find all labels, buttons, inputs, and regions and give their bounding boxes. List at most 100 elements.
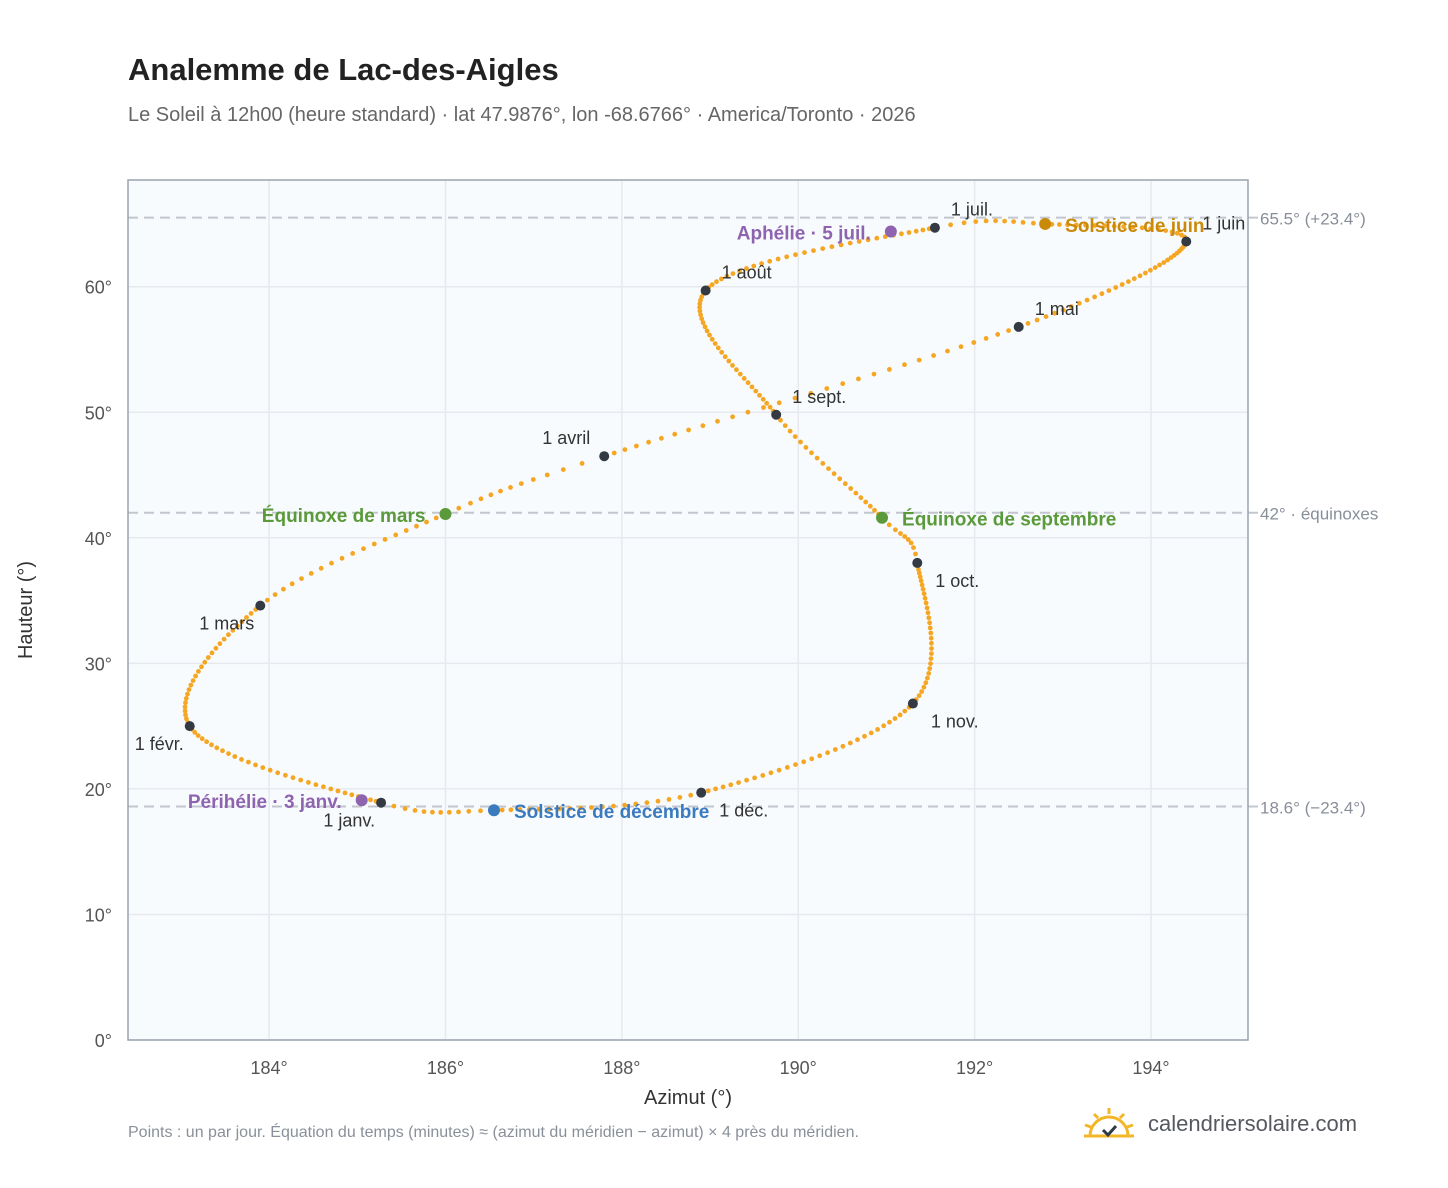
day-point	[1099, 291, 1105, 297]
day-point	[832, 747, 838, 752]
event-label: Solstice de juin	[1065, 216, 1204, 237]
day-point	[971, 340, 977, 345]
day-point	[1121, 224, 1127, 230]
day-point	[920, 586, 926, 592]
day-point	[817, 753, 823, 759]
day-point	[232, 754, 238, 759]
day-point	[855, 737, 860, 743]
day-point	[867, 503, 873, 509]
day-point	[775, 256, 781, 262]
day-point	[456, 505, 462, 511]
day-point	[1092, 294, 1097, 300]
day-point	[993, 218, 998, 224]
day-point	[567, 806, 573, 811]
day-point	[808, 390, 814, 396]
day-point	[902, 534, 908, 539]
day-point	[736, 780, 741, 785]
day-point	[183, 696, 189, 701]
day-point	[728, 782, 734, 788]
month-point	[255, 600, 266, 611]
day-point	[499, 807, 505, 813]
day-point	[298, 777, 304, 783]
day-point	[776, 400, 782, 406]
day-point	[546, 806, 552, 812]
day-point	[926, 615, 932, 621]
day-point	[893, 527, 898, 533]
day-point	[924, 605, 930, 611]
day-point	[887, 367, 892, 372]
day-point	[530, 477, 536, 482]
month-label: 1 nov.	[931, 712, 979, 732]
day-point	[782, 423, 788, 428]
day-point	[715, 345, 721, 351]
day-point	[908, 540, 914, 546]
day-point	[814, 455, 820, 461]
day-point	[1084, 297, 1090, 303]
day-point	[826, 466, 831, 471]
day-point	[185, 691, 190, 697]
day-point	[702, 324, 708, 330]
day-point	[760, 773, 766, 778]
event-label: Équinoxe de septembre	[902, 509, 1116, 531]
day-point	[837, 476, 843, 482]
day-point	[887, 719, 892, 725]
day-point	[921, 684, 927, 690]
day-point	[205, 655, 211, 660]
day-point	[848, 486, 854, 491]
day-point	[1006, 328, 1011, 333]
day-point	[902, 708, 908, 714]
day-point	[847, 240, 853, 246]
day-point	[709, 282, 715, 287]
day-point	[995, 332, 1001, 337]
day-point	[655, 798, 661, 804]
month-point	[771, 409, 782, 420]
day-point	[478, 808, 483, 814]
day-point	[644, 800, 650, 806]
day-point	[811, 248, 816, 254]
day-point	[862, 733, 867, 739]
day-point	[1163, 228, 1169, 234]
day-point	[886, 522, 892, 528]
footnote: Points : un par jour. Équation du temps …	[128, 1124, 859, 1141]
day-point	[767, 404, 773, 410]
day-point	[622, 802, 627, 808]
month-label: 1 déc.	[719, 801, 768, 821]
day-point	[916, 570, 922, 576]
day-point	[838, 242, 844, 248]
day-point	[382, 537, 388, 542]
day-point	[926, 671, 932, 676]
day-point	[697, 304, 702, 310]
day-point	[1179, 232, 1184, 238]
day-point	[920, 227, 926, 233]
day-point	[1060, 307, 1066, 313]
day-point	[899, 231, 904, 237]
month-label: 1 sept.	[792, 387, 846, 407]
month-point	[376, 797, 387, 808]
day-point	[1020, 220, 1026, 225]
day-point	[707, 332, 712, 338]
month-point	[1181, 236, 1192, 247]
brand-name: calendriersolaire.com	[1148, 1111, 1358, 1136]
day-point	[1025, 321, 1031, 326]
day-point	[446, 809, 452, 815]
brand-logo[interactable]: calendriersolaire.com	[1082, 1100, 1357, 1148]
day-point	[313, 782, 319, 788]
day-point	[868, 730, 874, 736]
day-point	[478, 496, 484, 502]
day-point	[709, 336, 715, 342]
day-point	[767, 258, 773, 264]
day-point	[757, 392, 762, 398]
day-point	[633, 801, 639, 807]
day-point	[677, 795, 683, 800]
plot-frame	[127, 179, 1249, 1041]
day-point	[1139, 225, 1145, 231]
event-point	[876, 511, 889, 524]
day-point	[579, 461, 585, 466]
day-point	[339, 555, 345, 561]
day-point	[730, 363, 735, 368]
day-point	[704, 328, 710, 334]
day-point	[829, 244, 835, 250]
reference-line-label: 18.6° (−23.4°)	[1260, 798, 1366, 817]
event-label: Solstice de décembre	[514, 802, 709, 823]
day-point	[1011, 219, 1016, 225]
